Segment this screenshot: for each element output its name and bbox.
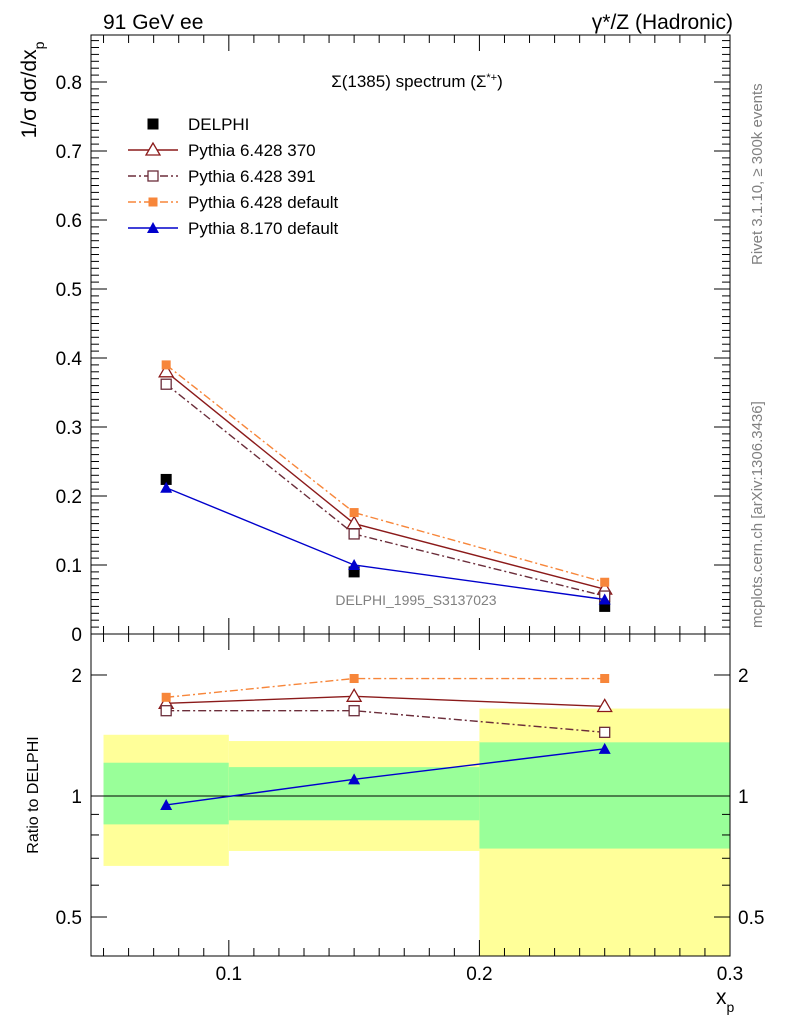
series-line <box>165 364 605 583</box>
data-point <box>348 773 361 785</box>
legend-marker <box>144 141 162 156</box>
ratio-plot-x-ticks: 0.1 0.2 0.3 <box>103 634 743 985</box>
data-point <box>600 577 610 587</box>
y-tick-label: 0.5 <box>56 280 82 301</box>
main-plot-y-ticks: 0 0.1 0.2 0.3 0.4 0.5 0.6 0.7 0.8 <box>56 40 730 646</box>
data-point <box>598 742 611 754</box>
ratio-plot-y-ticks: 0.5 0.5 1 1 2 2 <box>56 666 764 957</box>
x-tick-label: 0.3 <box>717 964 743 985</box>
x-tick-label: 0.2 <box>466 964 492 985</box>
main-plot-y-axis-label: 1/σ dσ/dxp <box>18 41 47 138</box>
y-tick-label: 0.1 <box>56 556 82 577</box>
y-tick-label: 0 <box>71 625 82 646</box>
y-tick-label-right: 1 <box>738 787 749 808</box>
legend-marker <box>148 197 158 207</box>
data-point <box>599 726 611 738</box>
data-point <box>160 705 172 717</box>
series-pythia-8-170-default <box>160 481 611 605</box>
legend-item: DELPHI <box>147 115 249 134</box>
main-plot-title: Σ(1385) spectrum (Σ*+) <box>331 72 503 91</box>
header-right: γ*/Z (Hadronic) <box>592 11 733 34</box>
data-point <box>348 528 360 540</box>
main-plot-frame <box>90 34 731 635</box>
legend-label: Pythia 8.170 default <box>188 219 339 238</box>
data-point <box>349 508 359 518</box>
ratio-plot-frame <box>90 633 731 957</box>
legend-label: Pythia 6.428 391 <box>188 167 316 186</box>
legend-marker <box>147 170 159 182</box>
data-point <box>345 688 363 702</box>
ratio-series-pythia-8-170-default <box>160 742 611 810</box>
y-tick-label: 0.3 <box>56 418 82 439</box>
ratio-plot-series <box>158 674 613 810</box>
y-tick-label: 2 <box>71 666 82 687</box>
x-axis-label: xp <box>716 986 735 1015</box>
y-tick-label: 0.7 <box>56 142 82 163</box>
header-left: 91 GeV ee <box>103 11 203 34</box>
data-point <box>160 378 172 390</box>
data-point <box>160 481 173 493</box>
series-line <box>165 487 605 601</box>
data-point <box>598 593 611 605</box>
data-point <box>349 674 359 684</box>
legend-item: Pythia 6.428 370 <box>128 141 316 160</box>
analysis-watermark: DELPHI_1995_S3137023 <box>335 592 496 608</box>
ratio-y-axis-label: Ratio to DELPHI <box>25 736 42 853</box>
ratio-series-pythia-6-428-370 <box>158 688 613 713</box>
legend-label: Pythia 6.428 370 <box>188 141 316 160</box>
series-line <box>165 371 605 590</box>
data-point <box>599 600 611 612</box>
main-plot-series <box>158 360 613 612</box>
uncertainty-band-inner <box>103 762 229 825</box>
data-point <box>348 566 360 578</box>
y-tick-label-right: 0.5 <box>738 908 764 929</box>
x-tick-label: 0.1 <box>216 964 242 985</box>
series-line <box>166 695 605 708</box>
data-point <box>596 698 613 713</box>
data-point <box>161 360 171 370</box>
rivet-label: Rivet 3.1.10, ≥ 300k events <box>749 83 766 265</box>
data-point <box>600 674 610 684</box>
y-tick-label-right: 2 <box>738 666 749 687</box>
legend: DELPHI Pythia 6.428 370 Pythia 6.428 391 Py… <box>128 115 339 238</box>
ratio-series-pythia-6-428-default <box>161 674 610 702</box>
series-line <box>166 677 605 699</box>
legend-marker <box>147 118 159 130</box>
data-point <box>348 705 360 717</box>
data-point <box>345 515 363 530</box>
y-tick-label: 0.4 <box>56 349 83 370</box>
legend-label: DELPHI <box>188 115 249 134</box>
y-tick-label: 0.5 <box>56 908 82 929</box>
series-pythia-6-428-default <box>161 360 610 587</box>
legend-item: Pythia 6.428 default <box>128 193 339 212</box>
legend-item: Pythia 6.428 391 <box>128 167 316 186</box>
data-point <box>158 363 175 378</box>
main-plot-panel: 0 0.1 0.2 0.3 0.4 0.5 0.6 0.7 0.8 DELPHI Pythia 6… <box>18 34 731 646</box>
series-pythia-6-428-391 <box>160 378 611 602</box>
y-tick-label: 0.6 <box>56 211 82 232</box>
uncertainty-band-inner <box>479 742 730 849</box>
ratio-uncertainty-bands <box>103 708 730 956</box>
legend-item: Pythia 8.170 default <box>128 219 339 238</box>
series-delphi <box>160 473 611 612</box>
ratio-series-pythia-6-428-391 <box>160 705 611 738</box>
data-point <box>160 473 172 485</box>
data-point <box>348 559 361 570</box>
legend-marker <box>147 222 159 233</box>
series-pythia-6-428-370 <box>158 363 613 595</box>
y-tick-label: 0.8 <box>56 73 82 94</box>
y-tick-label: 1 <box>71 787 82 808</box>
data-point <box>161 692 171 702</box>
data-point <box>160 798 173 810</box>
y-tick-label: 0.2 <box>56 487 82 508</box>
mcplots-label: mcplots.cern.ch [arXiv:1306.3436] <box>749 401 766 628</box>
legend-label: Pythia 6.428 default <box>188 193 339 212</box>
main-plot-x-ticks <box>103 35 731 634</box>
ratio-plot-panel: 0.5 0.5 1 1 2 2 0.1 0.2 0.3 Ratio to DELPHI xp <box>25 633 764 1015</box>
